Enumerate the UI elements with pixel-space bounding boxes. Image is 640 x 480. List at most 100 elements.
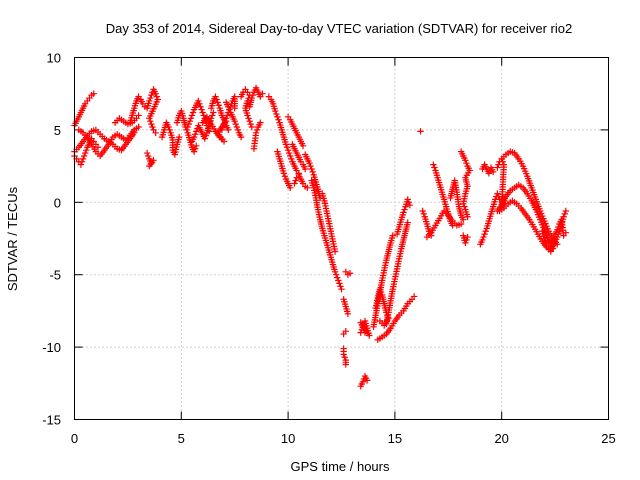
data-point (146, 162, 153, 170)
data-point (149, 123, 156, 131)
data-point (406, 201, 414, 209)
data-point (430, 161, 437, 168)
data-point (143, 149, 151, 157)
data-point (449, 222, 456, 229)
data-point (147, 118, 154, 125)
data-point (306, 160, 313, 167)
data-point (431, 164, 438, 171)
data-point (185, 120, 192, 128)
data-point (214, 99, 221, 106)
y-tick-label: 5 (54, 123, 61, 138)
data-point (463, 160, 470, 167)
data-point (183, 126, 190, 134)
data-point (146, 115, 153, 122)
data-point (220, 120, 228, 128)
data-point (199, 109, 206, 116)
data-point (196, 100, 203, 108)
data-point (212, 93, 219, 100)
data-point (198, 106, 205, 113)
data-point (210, 109, 217, 116)
data-point (419, 207, 426, 215)
data-point (417, 128, 424, 135)
data-point (219, 123, 227, 131)
data-point (280, 170, 288, 177)
data-point (187, 115, 195, 122)
data-point (338, 285, 345, 293)
data-point (166, 126, 173, 134)
data-point (562, 229, 569, 236)
data-point (341, 354, 348, 361)
data-point (291, 180, 298, 187)
data-point (201, 135, 208, 142)
data-point (165, 123, 172, 131)
data-point (273, 110, 280, 118)
data-point (420, 210, 427, 218)
data-point (232, 120, 239, 128)
y-tick-label: -5 (49, 268, 61, 283)
data-point (336, 280, 343, 287)
data-point (253, 126, 261, 134)
data-point (215, 102, 222, 109)
data-point (78, 158, 86, 165)
data-point (148, 91, 155, 99)
data-point (462, 239, 469, 247)
data-point (482, 228, 489, 235)
data-point (555, 223, 562, 231)
data-point (247, 120, 254, 128)
x-tick-label: 0 (71, 431, 78, 446)
data-point (460, 216, 467, 223)
data-point (499, 158, 506, 165)
data-point (331, 268, 339, 276)
data-point (299, 142, 307, 150)
data-point (274, 113, 281, 121)
data-point (334, 274, 341, 281)
data-point (554, 226, 561, 234)
data-point (457, 220, 465, 228)
data-point (79, 155, 87, 163)
data-point (272, 107, 279, 115)
data-point (304, 184, 311, 192)
x-tick-label: 25 (601, 431, 615, 446)
data-point (331, 248, 339, 255)
data-point (404, 219, 411, 226)
data-point (190, 148, 198, 155)
data-point (463, 236, 470, 244)
data-point (148, 120, 155, 128)
y-tick-label: -10 (42, 340, 61, 355)
data-point (464, 233, 471, 241)
data-point (340, 351, 347, 358)
data-point (221, 118, 229, 125)
data-point (481, 230, 488, 238)
data-point (337, 283, 344, 290)
data-point (83, 146, 90, 154)
data-point (195, 97, 202, 105)
data-point (208, 115, 215, 122)
y-tick-label: 10 (47, 51, 61, 66)
data-point (400, 209, 407, 216)
data-point (80, 152, 88, 160)
data-point (202, 132, 210, 139)
data-point (248, 94, 255, 102)
data-point (218, 126, 226, 134)
data-point (254, 123, 262, 131)
data-point (346, 270, 354, 277)
x-tick-label: 15 (388, 431, 402, 446)
data-point (495, 161, 502, 168)
data-point (246, 118, 253, 125)
data-point (135, 112, 142, 119)
data-point (144, 152, 152, 160)
data-point (226, 106, 233, 113)
data-point (288, 155, 295, 163)
data-point (359, 378, 367, 386)
data-point (281, 173, 289, 180)
x-axis-label: GPS time / hours (291, 459, 390, 474)
data-point (410, 293, 418, 300)
data-point (248, 123, 255, 131)
data-point (231, 104, 238, 112)
data-point (81, 149, 89, 157)
data-point (562, 207, 569, 215)
data-point (404, 196, 411, 203)
data-point (249, 91, 257, 99)
data-point (332, 271, 340, 278)
